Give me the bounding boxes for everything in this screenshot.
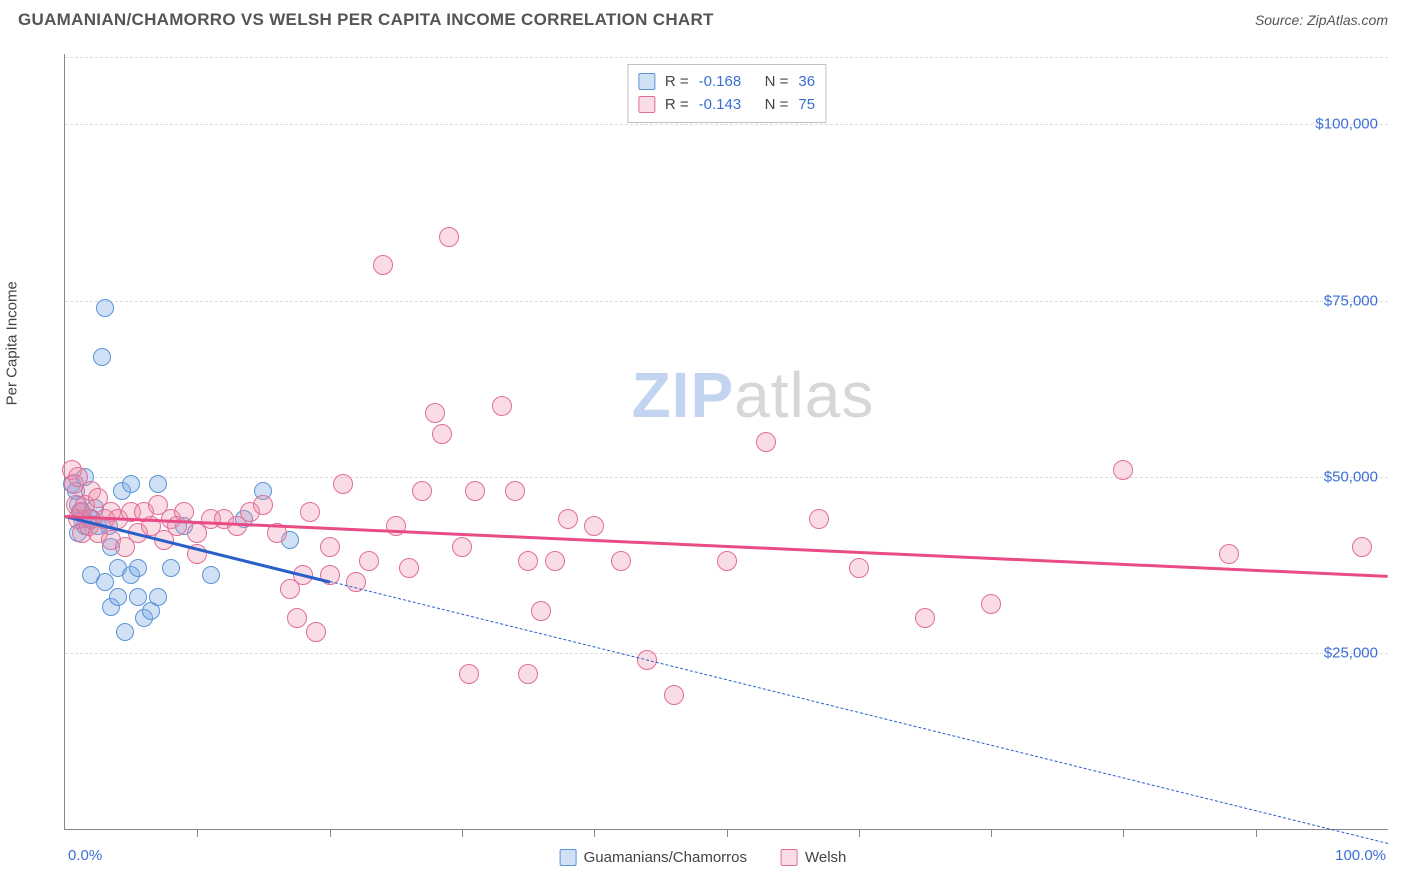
gridline: [65, 57, 1388, 58]
data-point: [116, 623, 134, 641]
data-point: [492, 396, 512, 416]
data-point: [359, 551, 379, 571]
y-tick-label: $50,000: [1324, 468, 1378, 485]
stat-n-value: 36: [798, 70, 815, 93]
data-point: [96, 299, 114, 317]
data-point: [432, 424, 452, 444]
gridline: [65, 653, 1388, 654]
x-tick: [462, 829, 463, 837]
data-point: [320, 537, 340, 557]
data-point: [333, 474, 353, 494]
data-point: [399, 558, 419, 578]
data-point: [518, 664, 538, 684]
stat-r-value: -0.143: [699, 93, 755, 116]
stat-n-label: N =: [765, 93, 789, 116]
data-point: [849, 558, 869, 578]
x-tick: [859, 829, 860, 837]
trend-line: [329, 581, 1388, 844]
data-point: [439, 227, 459, 247]
data-point: [96, 573, 114, 591]
data-point: [1219, 544, 1239, 564]
data-point: [545, 551, 565, 571]
watermark-part1: ZIP: [632, 359, 735, 431]
source-attribution: Source: ZipAtlas.com: [1255, 12, 1388, 28]
legend-item: Guamanians/Chamorros: [560, 849, 747, 866]
data-point: [531, 601, 551, 621]
data-point: [412, 481, 432, 501]
x-axis-max-label: 100.0%: [1335, 847, 1386, 864]
x-tick: [594, 829, 595, 837]
legend-swatch: [560, 849, 577, 866]
data-point: [93, 348, 111, 366]
x-tick: [1256, 829, 1257, 837]
y-tick-label: $100,000: [1315, 116, 1378, 133]
legend-swatch: [638, 96, 655, 113]
chart-title: GUAMANIAN/CHAMORRO VS WELSH PER CAPITA I…: [18, 10, 714, 30]
data-point: [109, 588, 127, 606]
watermark: ZIPatlas: [632, 358, 875, 432]
data-point: [149, 475, 167, 493]
stats-row: R = -0.143 N = 75: [638, 93, 815, 116]
stat-r-label: R =: [665, 93, 689, 116]
data-point: [518, 551, 538, 571]
gridline: [65, 477, 1388, 478]
data-point: [558, 509, 578, 529]
data-point: [505, 481, 525, 501]
stat-n-value: 75: [798, 93, 815, 116]
data-point: [425, 403, 445, 423]
stat-r-value: -0.168: [699, 70, 755, 93]
x-tick: [330, 829, 331, 837]
legend-label: Guamanians/Chamorros: [584, 849, 747, 866]
data-point: [306, 622, 326, 642]
stats-row: R = -0.168 N = 36: [638, 70, 815, 93]
data-point: [452, 537, 472, 557]
data-point: [717, 551, 737, 571]
correlation-stats-box: R = -0.168 N = 36 R = -0.143 N = 75: [627, 64, 826, 123]
data-point: [1352, 537, 1372, 557]
legend-swatch: [781, 849, 798, 866]
legend-item: Welsh: [781, 849, 846, 866]
stat-n-label: N =: [765, 70, 789, 93]
legend: Guamanians/Chamorros Welsh: [560, 849, 847, 866]
data-point: [756, 432, 776, 452]
data-point: [129, 559, 147, 577]
data-point: [129, 588, 147, 606]
data-point: [664, 685, 684, 705]
data-point: [287, 608, 307, 628]
data-point: [981, 594, 1001, 614]
y-axis-label: Per Capita Income: [4, 281, 21, 405]
plot-area: ZIPatlas R = -0.168 N = 36 R = -0.143 N = 75 $2…: [64, 54, 1388, 830]
data-point: [202, 566, 220, 584]
data-point: [459, 664, 479, 684]
x-axis-min-label: 0.0%: [68, 847, 102, 864]
x-tick: [1123, 829, 1124, 837]
gridline: [65, 124, 1388, 125]
x-tick: [727, 829, 728, 837]
data-point: [465, 481, 485, 501]
y-tick-label: $25,000: [1324, 644, 1378, 661]
y-tick-label: $75,000: [1324, 292, 1378, 309]
data-point: [149, 588, 167, 606]
data-point: [1113, 460, 1133, 480]
data-point: [300, 502, 320, 522]
chart-container: Per Capita Income ZIPatlas R =-0.168N =3…: [18, 44, 1388, 874]
x-tick: [197, 829, 198, 837]
watermark-part2: atlas: [734, 359, 874, 431]
data-point: [162, 559, 180, 577]
data-point: [253, 495, 273, 515]
legend-label: Welsh: [805, 849, 846, 866]
data-point: [915, 608, 935, 628]
stat-r-label: R =: [665, 70, 689, 93]
data-point: [611, 551, 631, 571]
gridline: [65, 301, 1388, 302]
data-point: [809, 509, 829, 529]
data-point: [174, 502, 194, 522]
data-point: [373, 255, 393, 275]
data-point: [584, 516, 604, 536]
legend-swatch: [638, 73, 655, 90]
data-point: [122, 475, 140, 493]
x-tick: [991, 829, 992, 837]
